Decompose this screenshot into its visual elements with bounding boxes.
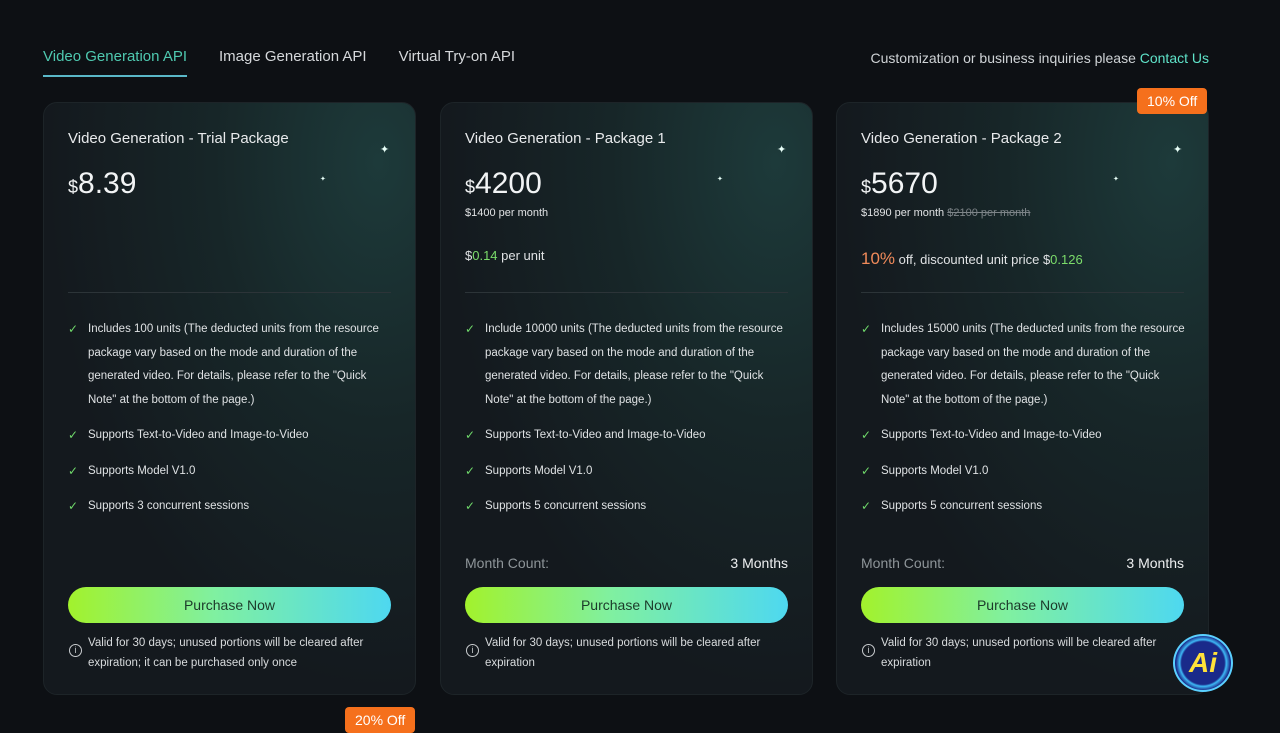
info-icon: i: [466, 644, 479, 657]
star-icon: ✦: [1173, 144, 1183, 156]
info-icon: i: [862, 644, 875, 657]
feature-item: Supports 5 concurrent sessions: [465, 495, 792, 519]
month-count-value[interactable]: 3 Months: [1126, 555, 1184, 571]
unit-price-value: 0.126: [1050, 252, 1083, 267]
divider: [465, 292, 788, 293]
star-icon: ✦: [777, 144, 787, 156]
price-value: 8.39: [78, 167, 137, 200]
per-month-price: $1400 per month: [465, 207, 549, 219]
divider: [68, 292, 391, 293]
currency: $: [68, 177, 79, 197]
divider: [861, 292, 1184, 293]
purchase-now-button[interactable]: Purchase Now: [465, 587, 788, 623]
unit-price-value: 0.14: [472, 248, 498, 263]
info-icon: i: [69, 644, 82, 657]
pricing-card-package-1: ✦ ✦ Video Generation - Package 1 $4200 $…: [440, 102, 813, 695]
feature-item: Includes 100 units (The deducted units f…: [68, 318, 395, 412]
unit-currency: $: [465, 248, 473, 263]
currency: $: [861, 177, 872, 197]
validity-note: Valid for 30 days; unused portions will …: [485, 637, 761, 669]
per-month-value: $1890 per month: [861, 207, 945, 219]
pricing-card-trial: ✦ ✦ Video Generation - Trial Package $8.…: [43, 102, 416, 695]
contact-label: Customization or business inquiries plea…: [870, 50, 1136, 66]
price-value: 4200: [475, 167, 542, 200]
api-tabs: Video Generation API Image Generation AP…: [43, 48, 515, 77]
star-icon: ✦: [380, 144, 390, 156]
discount-badge: 10% Off: [1137, 88, 1208, 114]
discount-info: 10% off, discounted unit price $0.126: [861, 249, 1083, 269]
ai-logo: Ai: [1173, 634, 1233, 692]
old-per-month-price: $2100 per month: [947, 207, 1031, 219]
feature-list: Includes 100 units (The deducted units f…: [68, 318, 395, 531]
feature-item: Supports 3 concurrent sessions: [68, 495, 395, 519]
feature-item: Supports 5 concurrent sessions: [861, 495, 1188, 519]
card-title: Video Generation - Trial Package: [68, 130, 289, 147]
currency: $: [465, 177, 476, 197]
feature-item: Supports Model V1.0: [861, 460, 1188, 484]
card-price: $5670: [861, 167, 938, 201]
card-price: $4200: [465, 167, 542, 201]
per-month-price: $1890 per month $2100 per month: [861, 207, 1030, 219]
month-count-value[interactable]: 3 Months: [730, 555, 788, 571]
feature-item: Supports Text-to-Video and Image-to-Vide…: [861, 424, 1188, 448]
feature-list: Includes 15000 units (The deducted units…: [861, 318, 1188, 531]
feature-item: Includes 15000 units (The deducted units…: [861, 318, 1188, 412]
star-icon: ✦: [320, 176, 326, 183]
feature-list: Include 10000 units (The deducted units …: [465, 318, 792, 531]
contact-us-link[interactable]: Contact Us: [1139, 50, 1209, 66]
discount-percent: 10%: [861, 249, 896, 268]
tab-image-generation-api[interactable]: Image Generation API: [219, 48, 367, 65]
card-price: $8.39: [68, 167, 136, 201]
month-count[interactable]: Month Count: 3 Months: [861, 555, 1184, 571]
unit-suffix: per unit: [497, 248, 545, 263]
price-value: 5670: [871, 167, 938, 200]
purchase-now-button[interactable]: Purchase Now: [861, 587, 1184, 623]
tab-video-generation-api[interactable]: Video Generation API: [43, 48, 187, 77]
star-icon: ✦: [717, 176, 723, 183]
card-title: Video Generation - Package 1: [465, 130, 666, 147]
validity-note: Valid for 30 days; unused portions will …: [881, 637, 1157, 669]
feature-item: Supports Text-to-Video and Image-to-Vide…: [68, 424, 395, 448]
feature-item: Include 10000 units (The deducted units …: [465, 318, 792, 412]
discount-text: off, discounted unit price $: [895, 252, 1051, 267]
month-count[interactable]: Month Count: 3 Months: [465, 555, 788, 571]
card-title: Video Generation - Package 2: [861, 130, 1062, 147]
month-count-label: Month Count:: [465, 555, 550, 571]
feature-item: Supports Text-to-Video and Image-to-Vide…: [465, 424, 792, 448]
unit-price: $0.14 per unit: [465, 248, 545, 263]
purchase-now-button[interactable]: Purchase Now: [68, 587, 391, 623]
feature-item: Supports Model V1.0: [68, 460, 395, 484]
validity-note: Valid for 30 days; unused portions will …: [88, 637, 364, 669]
tab-virtual-try-on-api[interactable]: Virtual Try-on API: [398, 48, 516, 65]
contact-text: Customization or business inquiries plea…: [871, 50, 1210, 66]
star-icon: ✦: [1113, 176, 1119, 183]
discount-badge-next: 20% Off: [345, 707, 416, 733]
month-count-label: Month Count:: [861, 555, 946, 571]
feature-item: Supports Model V1.0: [465, 460, 792, 484]
pricing-card-package-2: ✦ ✦ Video Generation - Package 2 $5670 $…: [836, 102, 1209, 695]
